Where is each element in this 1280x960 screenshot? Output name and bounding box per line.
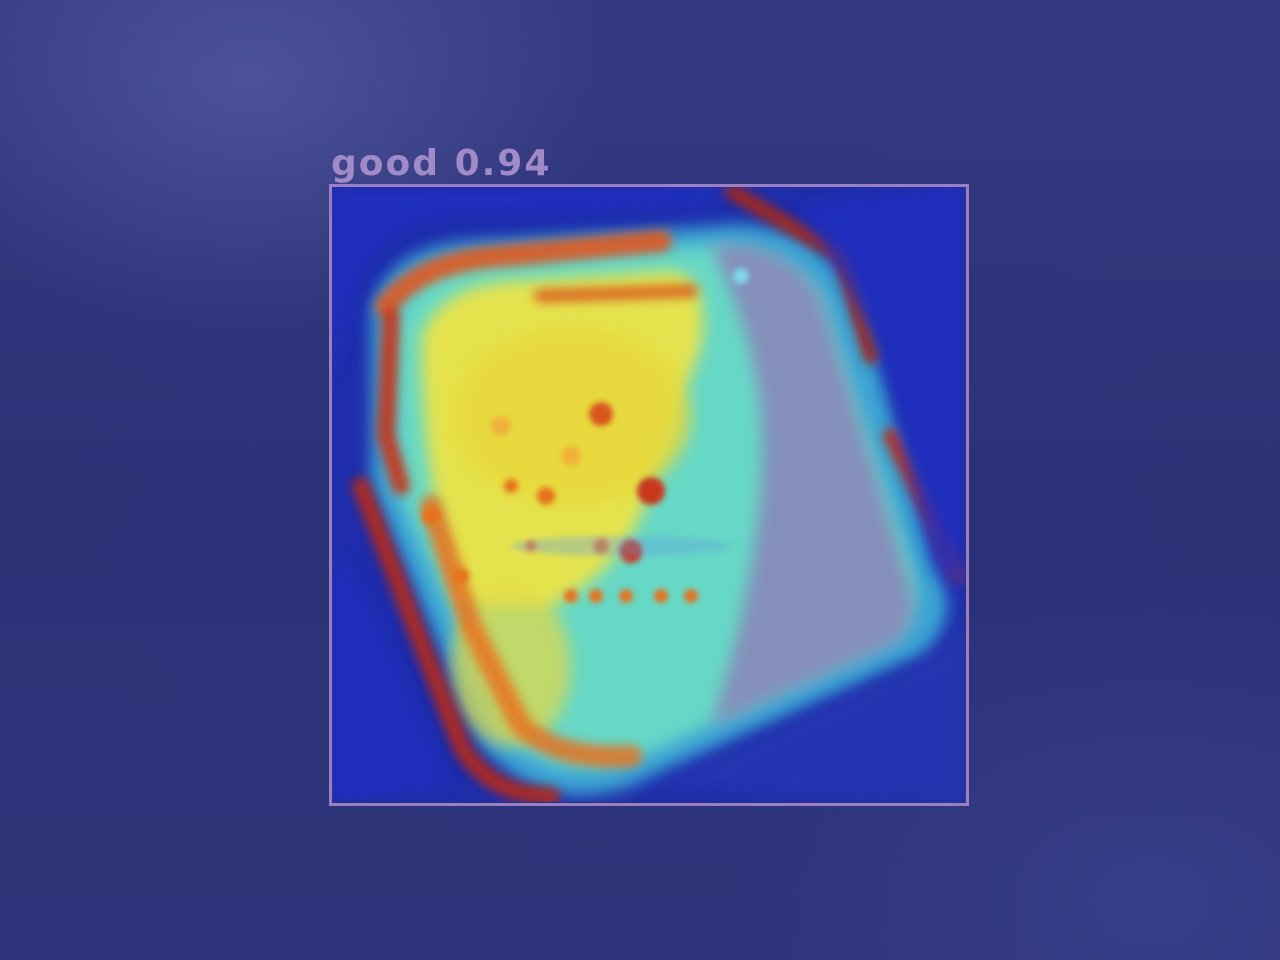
detection-score: 0.94 <box>454 143 552 184</box>
cold-corners <box>331 186 965 802</box>
object-core <box>421 271 703 746</box>
object-reflection <box>711 244 914 727</box>
hot-spots <box>422 268 749 603</box>
saliency-heatmap <box>331 186 965 802</box>
detection-label: good 0.94 <box>331 142 551 186</box>
detection-class: good <box>331 143 441 184</box>
